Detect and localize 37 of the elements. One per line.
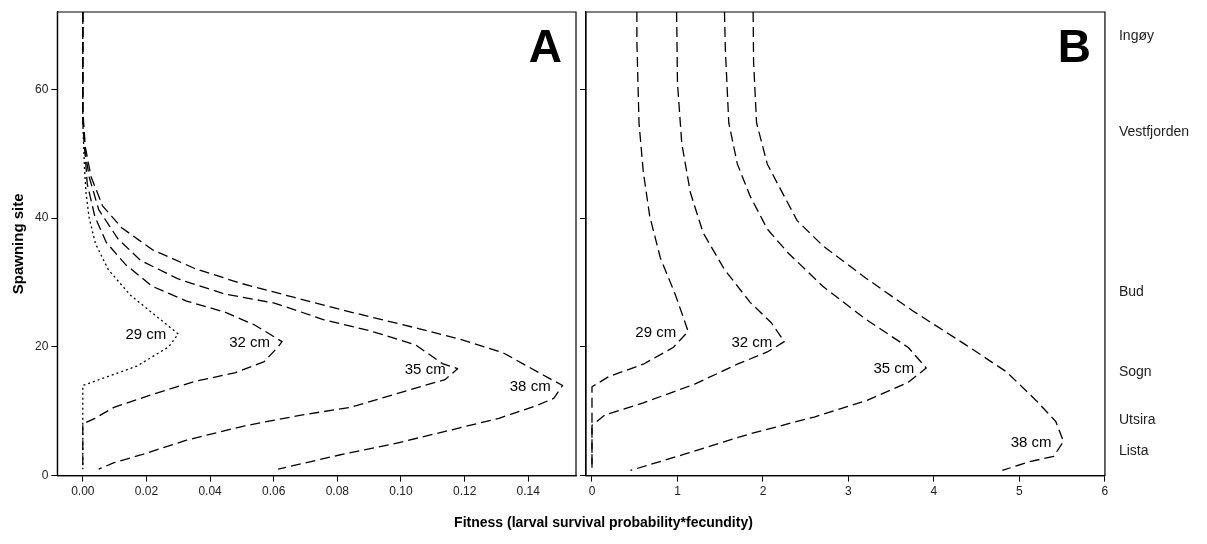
y-tick-label: 40 xyxy=(34,210,49,225)
x-tick-label: 3 xyxy=(845,484,853,499)
category-label: Utsira xyxy=(1118,410,1156,427)
category-label: Bud xyxy=(1118,282,1144,299)
x-tick-label: 0.06 xyxy=(262,484,286,499)
x-tick-label: 6 xyxy=(1101,484,1109,499)
series-label: 32 cm xyxy=(229,332,270,350)
series-label: 38 cm xyxy=(1010,432,1052,450)
y-tick-label: 60 xyxy=(34,81,49,96)
y-axis-title: Spawning site xyxy=(9,193,27,295)
x-tick-label: 2 xyxy=(759,484,767,499)
x-tick-label: 4 xyxy=(930,484,938,499)
x-tick-label: 0.10 xyxy=(389,484,413,499)
annotation: B xyxy=(1057,19,1091,72)
x-tick-label: 0.02 xyxy=(134,484,159,499)
series-label: 29 cm xyxy=(125,325,167,343)
y-tick-label: 0 xyxy=(41,467,49,482)
series-label: 32 cm xyxy=(731,332,773,350)
category-label: Lista xyxy=(1118,442,1149,459)
x-axis-title: Fitness (larval survival probability*fecundity) xyxy=(453,514,754,530)
y-tick-label: 20 xyxy=(34,339,49,354)
x-tick-label: 0 xyxy=(588,484,596,499)
series-label: 38 cm xyxy=(509,376,551,394)
x-tick-label: 1 xyxy=(674,484,682,499)
series-label: 35 cm xyxy=(873,359,915,377)
x-tick-label: 0.08 xyxy=(325,484,350,499)
series-label: 29 cm xyxy=(635,322,677,340)
x-tick-label: 0.14 xyxy=(516,484,541,499)
x-tick-label: 0.04 xyxy=(198,484,223,499)
x-tick-label: 0.12 xyxy=(452,484,477,499)
series-label: 35 cm xyxy=(404,359,446,377)
category-label: Sogn xyxy=(1118,362,1152,379)
category-label: Vestfjorden xyxy=(1118,122,1190,139)
x-tick-label: 0.00 xyxy=(71,484,95,499)
annotation: A xyxy=(528,19,562,72)
category-label: Ingøy xyxy=(1118,26,1154,43)
x-tick-label: 5 xyxy=(1016,484,1024,499)
